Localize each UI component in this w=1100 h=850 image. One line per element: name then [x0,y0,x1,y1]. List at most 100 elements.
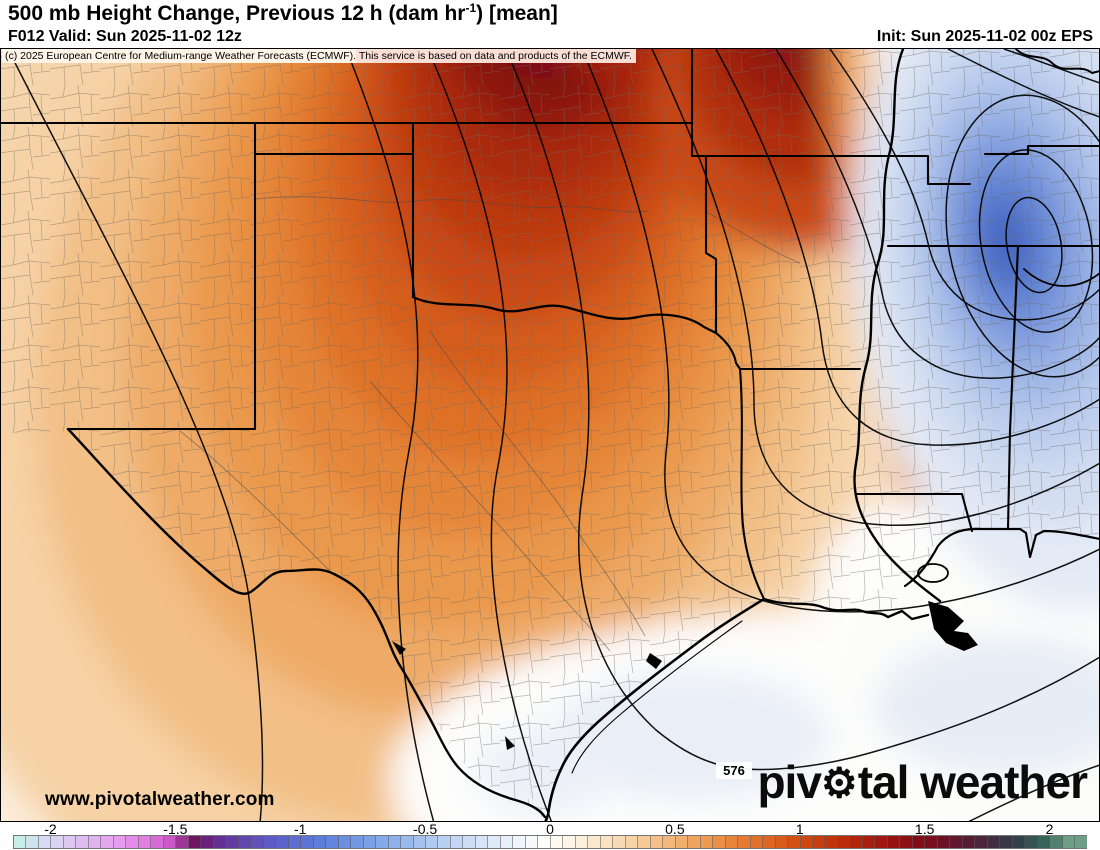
colorbar-cell [413,836,426,848]
height-contours [7,49,1099,821]
colorbar-tick-labels: -2 -1.5 -1 -0.5 0 0.5 1 1.5 2 [13,821,1087,837]
colorbar-cell [463,836,476,848]
model-init-time: Init: Sun 2025-11-02 00z EPS [876,28,1093,45]
colorbar-cell [263,836,277,848]
colorbar-cell [937,836,951,848]
colorbar-cell [1037,836,1051,848]
colorbar-cell [962,836,976,848]
barrier-islands [571,620,743,774]
colorbar-cell [251,836,264,848]
colorbar-cell [688,836,701,848]
colorbar-tick: -1.5 [163,821,188,837]
colorbar-cell [663,836,676,848]
colorbar-cell [63,836,77,848]
gear-icon: ⚙ [820,760,858,806]
colorbar-cell [775,836,789,848]
colorbar-cell [376,836,389,848]
colorbar-cell [525,836,539,848]
colorbar-cell [38,836,52,848]
colorbar-cell [613,836,626,848]
colorbar-cell [1012,836,1026,848]
colorbar-cell [326,836,339,848]
page-title: 500 mb Height Change, Previous 12 h (dam… [8,1,558,25]
colorbar-cell [975,836,988,848]
colorbar-cell [88,836,102,848]
contour-576 [505,49,1099,771]
colorbar-cell [788,836,801,848]
gulf-coast-east [903,527,1099,588]
colorbar-cell [138,836,152,848]
colorbar-cell [650,836,664,848]
title-superscript: -1 [465,1,477,15]
brand-watermark: piv⚙tal weather [757,756,1088,808]
contour-label-576: 576 [716,762,752,779]
colorbar-cell [401,836,414,848]
colorbar-cell [813,836,826,848]
colorbar-cell [862,836,876,848]
colorbar-cell [226,836,239,848]
colorbar-cell [1075,836,1087,848]
colorbar-cell [313,836,327,848]
galveston-bay [646,653,662,669]
rio-grande [66,427,547,819]
lake-pontchartrain [917,563,949,583]
mississippi-river [853,49,942,603]
colorbar-cell [288,836,302,848]
colorbar-cell [900,836,913,848]
colorbar-cell [550,836,564,848]
louisiana-coastline [762,597,930,621]
colorbar-cell [151,836,164,848]
colorbar-cell [163,836,177,848]
colorbar-cell [800,836,813,848]
colorbar-cell [925,836,938,848]
copyright-notice: (c) 2025 European Centre for Medium-rang… [2,49,636,63]
colorbar-cell [738,836,751,848]
colorbar-cell [126,836,139,848]
mississippi-delta [928,601,978,651]
colorbar-cell [1025,836,1038,848]
colorbar-cell [538,836,551,848]
forecast-map: 576 (c) 2025 European Centre for Medium-… [0,48,1100,822]
colorbar-cell [600,836,614,848]
forecast-valid-time: F012 Valid: Sun 2025-11-02 12z [8,28,242,45]
copyright-service-note: This service is based on data and produc… [356,49,636,63]
texas-coastline [544,597,766,821]
colorbar-cell [887,836,901,848]
colorbar-cell [987,836,1001,848]
colorbar-cell [363,836,377,848]
colorbar-cell [338,836,352,848]
colorbar-cell [825,836,838,848]
colorbar-cell [76,836,89,848]
colorbar-cell [713,836,726,848]
rivers [179,196,801,652]
colorbar-cell [101,836,114,848]
colorbar-cell [450,836,464,848]
colorbar-tick: -1 [293,821,307,837]
delta-and-lakes [392,601,978,750]
colorbar-cell [176,836,189,848]
colorbar-cell [725,836,739,848]
colorbar-cell [763,836,776,848]
colorbar-cell [837,836,851,848]
svg-text:576: 576 [723,763,745,778]
tennessee-river [1023,268,1099,287]
colorbar-cell [488,836,501,848]
colorbar-cell [1050,836,1063,848]
map-canvas: 576 [1,49,1099,821]
colorbar-cell [425,836,439,848]
colorbar-tick: 2 [1045,821,1054,837]
colorbar-cell [201,836,214,848]
colorbar-cell [51,836,64,848]
colorbar-cell [26,836,39,848]
colorbar-cell [1000,836,1013,848]
colorbar-cell [475,836,489,848]
colorbar-tick: 0 [546,821,554,837]
colorbar-legend: -2 -1.5 -1 -0.5 0 0.5 1 1.5 2 [0,821,1100,850]
colorbar-cell [500,836,514,848]
colorbar-cell [563,836,576,848]
red-river [411,295,718,335]
colorbar-cell [875,836,888,848]
colorbar-cell [625,836,639,848]
colorbar-cell [912,836,926,848]
colorbar-cell [213,836,227,848]
